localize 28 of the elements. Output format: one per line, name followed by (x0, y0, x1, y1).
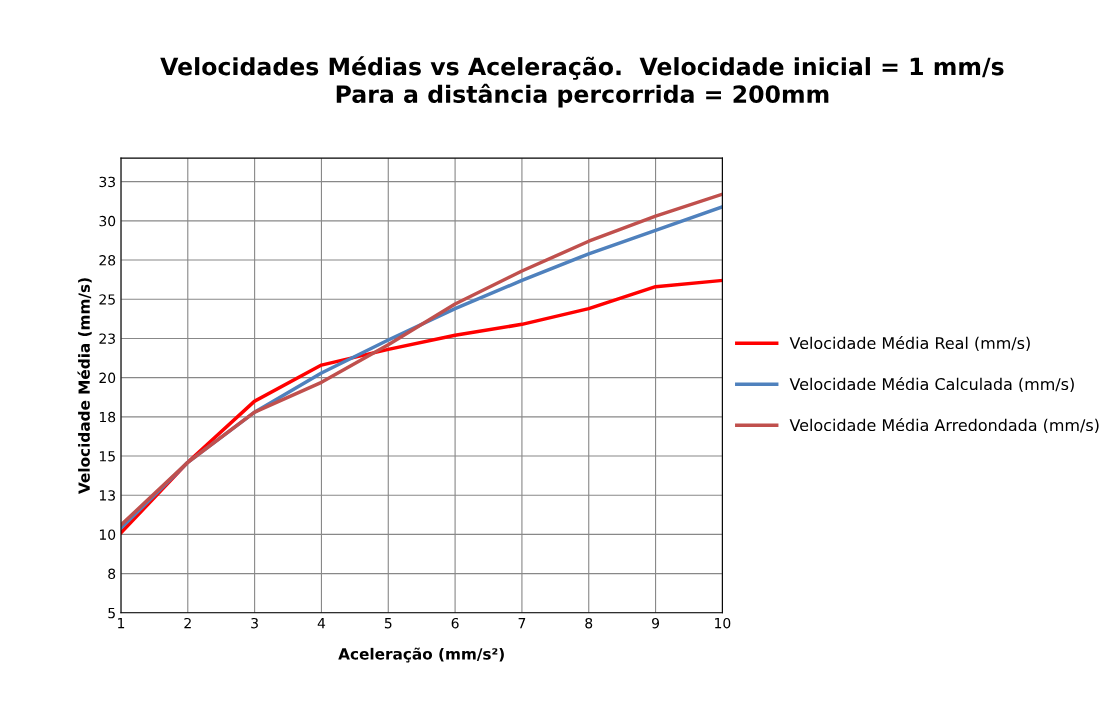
y-tick-label: 5 (108, 607, 115, 619)
legend-label: Velocidade Média Real (mm/s) (789, 336, 1030, 351)
x-tick-label: 6 (451, 617, 459, 629)
x-tick-label: 9 (652, 617, 660, 629)
y-tick-label: 33 (99, 176, 115, 188)
y-tick-label: 13 (99, 490, 115, 501)
y-tick-label: 23 (99, 333, 115, 344)
y-tick-label: 8 (108, 568, 116, 580)
legend-label: Velocidade Média Calculada (mm/s) (789, 377, 1074, 392)
x-tick-label: 10 (715, 617, 731, 629)
y-tick-label: 25 (99, 294, 115, 305)
chart-title: Velocidades Médias vs Aceleração. Velocidade inicial = 1 mm/s Para a distância percorrida = 200mm (160, 56, 1004, 108)
y-tick-label: 30 (99, 215, 116, 227)
x-axis-title: Aceleração (mm/s²) (338, 647, 504, 663)
x-tick-label: 3 (251, 617, 258, 629)
y-tick-label: 20 (99, 372, 116, 384)
legend-label: Velocidade Média Arredondada (mm/s) (789, 418, 1099, 433)
y-tick-label: 15 (99, 451, 115, 462)
y-tick-label: 28 (99, 255, 116, 266)
y-tick-label: 18 (99, 411, 116, 423)
x-tick-label: 1 (118, 618, 125, 629)
x-tick-label: 8 (585, 617, 593, 629)
x-tick-label: 2 (184, 617, 191, 629)
y-tick-label: 10 (99, 529, 116, 540)
x-tick-label: 7 (518, 618, 526, 629)
y-axis-title: Velocidade Média (mm/s) (77, 278, 92, 494)
x-tick-label: 4 (317, 618, 326, 629)
x-tick-label: 5 (384, 618, 392, 629)
